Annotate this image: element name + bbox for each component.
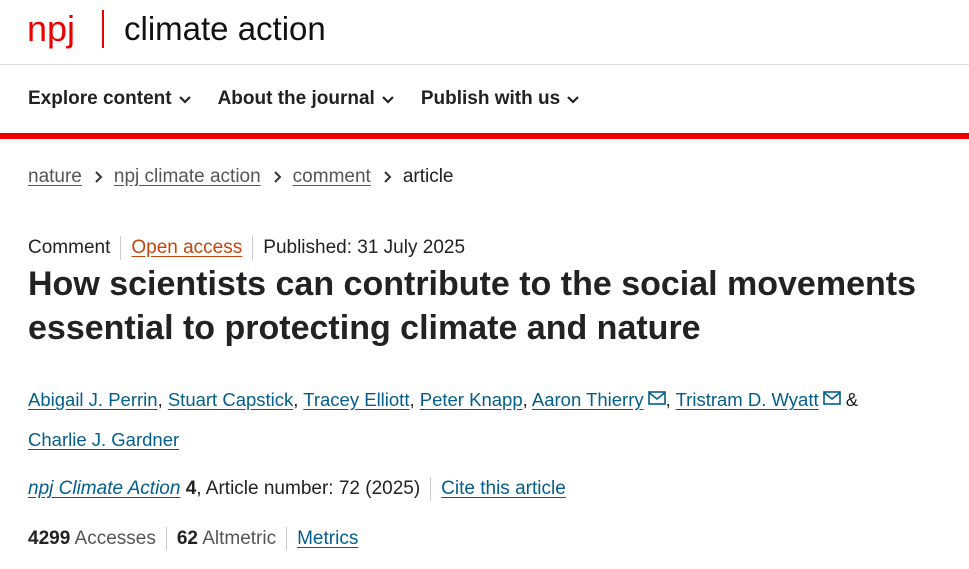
author: Tracey Elliott, — [303, 389, 414, 410]
journal-name[interactable]: climate action — [124, 10, 326, 47]
breadcrumbs: nature npj climate action comment article — [28, 166, 454, 188]
separator — [120, 236, 122, 260]
nav: Explore content About the journal Publish … — [28, 88, 606, 110]
nav-label[interactable]: About the journal — [217, 88, 375, 109]
breadcrumb[interactable]: comment — [292, 166, 371, 187]
email-icon — [647, 391, 666, 405]
breadcrumb-sep — [92, 166, 104, 187]
author: Stuart Capstick, — [168, 389, 299, 410]
meta: Comment Open access Published: 31 July 202… — [28, 236, 465, 260]
separator — [252, 236, 254, 260]
author-sep: , — [293, 389, 299, 410]
article-number: , Article number: 72 (2025) — [196, 478, 421, 500]
author: Abigail J. Perrin, — [28, 389, 163, 410]
author-link[interactable]: Peter Knapp — [419, 389, 523, 410]
altmetric-count: 62 — [176, 528, 198, 550]
author-sep: , — [409, 389, 415, 410]
citation: npj Climate Action 4, Article number: 72… — [28, 477, 566, 501]
header-border — [0, 64, 969, 65]
metrics-link[interactable]: Metrics — [297, 528, 359, 550]
chevron-right — [273, 171, 282, 183]
chevron-down — [178, 96, 191, 104]
open-access[interactable]: Open access — [131, 237, 243, 259]
author-sep: , — [665, 389, 671, 410]
chevron-right — [384, 171, 392, 183]
altmetric-label: Altmetric — [202, 528, 277, 550]
article-title: How scientists can contribute to the soc… — [28, 265, 916, 347]
nav-label[interactable]: Publish with us — [420, 88, 561, 109]
author: Tristram D. Wyatt — [676, 389, 841, 410]
separator — [165, 527, 167, 551]
breadcrumb-sep — [381, 166, 393, 187]
author-sep: , — [522, 389, 528, 410]
author-link[interactable]: Tristram D. Wyatt — [675, 389, 819, 410]
separator — [430, 477, 432, 501]
author-link[interactable]: Stuart Capstick — [167, 389, 294, 410]
accesses-label: Accesses — [74, 528, 156, 550]
author-sep: , — [157, 389, 163, 410]
journal-link[interactable]: npj Climate Action — [28, 478, 181, 500]
author: Charlie J. Gardner — [28, 429, 179, 450]
article-type: Comment — [28, 237, 111, 259]
chevron-down — [567, 96, 579, 104]
breadcrumb[interactable]: nature — [28, 166, 82, 187]
metrics: 4299 Accesses 62 Altmetric Metrics — [28, 527, 358, 551]
author: Peter Knapp, — [420, 389, 528, 410]
email-icon — [822, 391, 841, 405]
author: Aaron Thierry, — [532, 389, 671, 410]
published: Published: 31 July 2025 — [263, 237, 466, 259]
author-link[interactable]: Charlie J. Gardner — [28, 429, 180, 450]
brand[interactable]: npj — [27, 8, 76, 49]
nav-item[interactable]: Publish with us — [421, 88, 580, 110]
author-and: & — [845, 389, 859, 410]
accesses-count: 4299 — [28, 528, 71, 550]
nav-label[interactable]: Explore content — [28, 88, 172, 109]
breadcrumb[interactable]: npj climate action — [113, 166, 261, 187]
brand-divider — [102, 10, 104, 48]
author-link[interactable]: Aaron Thierry — [531, 389, 644, 410]
nav-item[interactable]: About the journal — [218, 88, 395, 110]
cite-link[interactable]: Cite this article — [441, 478, 566, 500]
chevron-down — [382, 96, 394, 104]
authors: Abigail J. Perrin, Stuart Capstick, Trac… — [28, 380, 948, 460]
breadcrumb-sep — [271, 166, 283, 187]
author-link[interactable]: Abigail J. Perrin — [28, 389, 158, 410]
red-bar — [0, 133, 969, 139]
author-link[interactable]: Tracey Elliott — [303, 389, 410, 410]
chevron-right — [95, 171, 103, 183]
breadcrumb: article — [402, 166, 454, 187]
volume: 4 — [185, 478, 197, 500]
separator — [286, 527, 288, 551]
nav-item[interactable]: Explore content — [28, 88, 192, 110]
